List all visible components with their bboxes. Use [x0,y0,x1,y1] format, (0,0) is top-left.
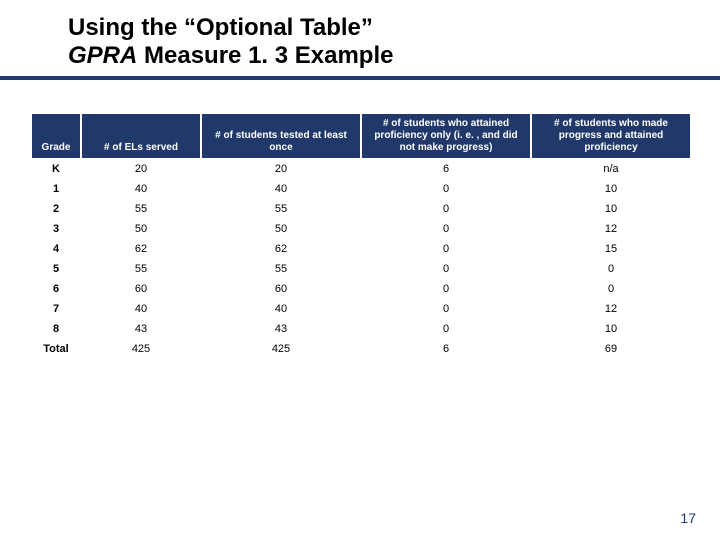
page-number: 17 [680,510,696,526]
title-line1: Using the “Optional Table” [68,14,720,42]
cell-grade: 7 [31,299,81,319]
cell: 15 [531,239,691,259]
table-row: 5 55 55 0 0 [31,259,691,279]
cell: 62 [81,239,201,259]
cell: 50 [81,219,201,239]
cell: 43 [201,319,361,339]
cell: 55 [201,259,361,279]
cell-grade: K [31,159,81,179]
cell-grade: 2 [31,199,81,219]
cell: n/a [531,159,691,179]
table-row: 1 40 40 0 10 [31,179,691,199]
cell: 55 [81,199,201,219]
cell: 0 [361,199,531,219]
cell: 0 [361,219,531,239]
cell: 40 [81,299,201,319]
table-row: 4 62 62 0 15 [31,239,691,259]
data-table: Grade # of ELs served # of students test… [30,112,692,360]
title-line2-italic: GPRA [68,42,137,69]
cell: 0 [361,319,531,339]
cell: 0 [531,259,691,279]
col-header: # of students who made progress and atta… [531,113,691,159]
title-block: Using the “Optional Table” GPRA Measure … [0,0,720,70]
table-row: K 20 20 6 n/a [31,159,691,179]
cell: 425 [201,339,361,359]
cell: 43 [81,319,201,339]
cell: 0 [361,179,531,199]
cell: 40 [201,179,361,199]
title-rule [0,76,720,80]
col-header: # of students who attained proficiency o… [361,113,531,159]
cell: 60 [201,279,361,299]
cell: 40 [81,179,201,199]
col-header: # of ELs served [81,113,201,159]
cell-grade: 8 [31,319,81,339]
cell: 12 [531,299,691,319]
cell: 10 [531,179,691,199]
cell: 40 [201,299,361,319]
table-row: 8 43 43 0 10 [31,319,691,339]
table-header-row: Grade # of ELs served # of students test… [31,113,691,159]
cell: 6 [361,339,531,359]
cell: 10 [531,319,691,339]
table-row-total: Total 425 425 6 69 [31,339,691,359]
table-row: 3 50 50 0 12 [31,219,691,239]
cell: 425 [81,339,201,359]
cell: 6 [361,159,531,179]
cell: 50 [201,219,361,239]
cell: 10 [531,199,691,219]
cell: 0 [361,279,531,299]
cell: 62 [201,239,361,259]
col-header: # of students tested at least once [201,113,361,159]
table-row: 6 60 60 0 0 [31,279,691,299]
cell: 55 [201,199,361,219]
cell-grade: Total [31,339,81,359]
cell-grade: 6 [31,279,81,299]
cell-grade: 3 [31,219,81,239]
title-line2-rest: Measure 1. 3 Example [137,42,393,69]
title-line2: GPRA Measure 1. 3 Example [68,42,720,70]
cell: 60 [81,279,201,299]
cell: 0 [361,259,531,279]
cell: 12 [531,219,691,239]
cell: 0 [361,299,531,319]
table-body: K 20 20 6 n/a 1 40 40 0 10 2 55 55 [31,159,691,359]
col-header: Grade [31,113,81,159]
cell: 69 [531,339,691,359]
slide: Using the “Optional Table” GPRA Measure … [0,0,720,540]
cell-grade: 5 [31,259,81,279]
cell: 55 [81,259,201,279]
cell: 20 [81,159,201,179]
cell: 0 [531,279,691,299]
cell: 0 [361,239,531,259]
data-table-wrap: Grade # of ELs served # of students test… [30,112,690,360]
cell: 20 [201,159,361,179]
cell-grade: 1 [31,179,81,199]
table-row: 2 55 55 0 10 [31,199,691,219]
cell-grade: 4 [31,239,81,259]
table-row: 7 40 40 0 12 [31,299,691,319]
